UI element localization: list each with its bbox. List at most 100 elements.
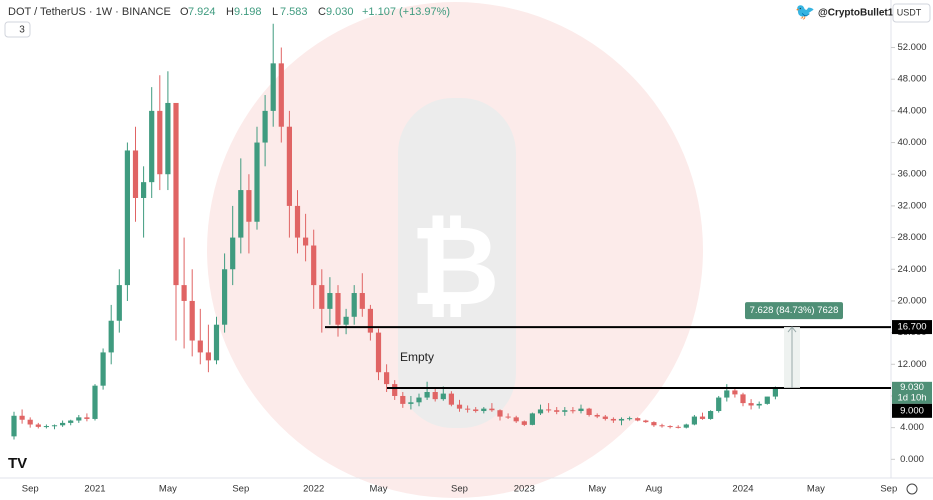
handle: @CryptoBullet1: [818, 8, 894, 19]
candle-body: [408, 402, 414, 404]
candle-body: [51, 425, 58, 427]
candle-body: [521, 421, 527, 425]
candle-body: [610, 418, 616, 421]
y-tick-label: 28.000: [897, 232, 926, 243]
candle-body: [691, 416, 697, 425]
candle-body: [756, 403, 762, 406]
candle-body: [19, 415, 25, 420]
candle-body: [294, 205, 301, 238]
candle-body: [578, 408, 584, 412]
candle-body: [465, 408, 471, 410]
candle-body: [570, 410, 576, 412]
y-tick-label: 12.000: [897, 359, 926, 370]
candle-body: [740, 394, 746, 404]
candle-body: [513, 417, 519, 422]
candle-body: [343, 316, 349, 325]
x-tick-label: May: [159, 484, 177, 495]
tv-logo: TV: [8, 455, 27, 472]
candle-body: [359, 293, 365, 309]
x-tick-label: 2022: [303, 484, 324, 495]
x-tick-label: 2021: [84, 484, 105, 495]
y-tick-label: 52.000: [897, 42, 926, 53]
candle-body: [11, 415, 17, 437]
y-tick-label: 20.000: [897, 295, 926, 306]
level-price-label: 16.700: [897, 322, 926, 333]
candle-body: [319, 285, 325, 309]
level-price-label: 9.000: [900, 405, 924, 416]
x-tick-label: May: [588, 484, 606, 495]
candle-body: [124, 150, 130, 286]
candle-body: [43, 426, 49, 428]
x-tick-label: Sep: [451, 484, 468, 495]
candle-body: [149, 110, 155, 183]
x-tick-label: May: [370, 484, 388, 495]
change: +1.107 (+13.97%): [362, 6, 450, 18]
y-tick-label: 44.000: [897, 105, 926, 116]
candle-body: [627, 418, 633, 420]
watermark-icon: ₿: [410, 205, 500, 328]
measure-box: [745, 302, 843, 320]
candle-body: [481, 408, 487, 412]
ohlc-value: 7.583: [280, 6, 308, 18]
candle-body: [562, 410, 568, 412]
candle-body: [286, 126, 292, 206]
candle-body: [367, 308, 373, 333]
candle-body: [197, 340, 203, 353]
level-price-box: [892, 320, 932, 335]
candle-body: [238, 190, 244, 238]
candle-body: [489, 408, 495, 411]
candle-body: [675, 426, 681, 428]
level-price-box: [892, 403, 932, 418]
candle-body: [254, 142, 260, 222]
ohlc-value: 9.198: [234, 6, 262, 18]
y-tick-label: 40.000: [897, 137, 926, 148]
candle-body: [586, 408, 592, 415]
candle-body: [375, 332, 382, 373]
ohlc-value: 7.924: [188, 6, 216, 18]
candle-body: [173, 102, 179, 286]
x-tick-label: 2023: [514, 484, 535, 495]
candle-body: [699, 416, 706, 419]
ohlc-key: O: [180, 6, 189, 18]
candle-body: [537, 409, 544, 414]
candle-body: [716, 397, 722, 412]
candle-body: [262, 110, 268, 143]
candle-body: [456, 404, 463, 409]
candle-body: [84, 417, 90, 419]
candle-body: [108, 320, 114, 353]
candle-body: [351, 293, 357, 317]
candle-body: [546, 409, 552, 411]
indicator-count[interactable]: 3: [19, 25, 25, 36]
y-tick-label: 36.000: [897, 169, 926, 180]
candle-body: [667, 426, 673, 428]
candle-body: [141, 182, 147, 198]
candle-body: [732, 390, 738, 395]
candle-body: [529, 413, 535, 425]
y-tick-label: 0.000: [900, 454, 924, 465]
candle-body: [708, 411, 714, 419]
candle-body: [246, 190, 252, 222]
candle-body: [643, 420, 649, 423]
candle-body: [327, 293, 333, 309]
candle-body: [724, 390, 730, 398]
candle-body: [311, 245, 317, 286]
settings-icon[interactable]: [906, 483, 918, 495]
candle-body: [222, 269, 228, 325]
candle-body: [76, 417, 82, 421]
currency-button[interactable]: [892, 3, 931, 23]
currency[interactable]: USDT: [897, 7, 922, 17]
candle-body: [772, 387, 778, 397]
candle-body: [505, 416, 511, 418]
last-price-box: [892, 381, 932, 404]
candle-body: [392, 384, 398, 396]
candle-body: [35, 424, 41, 427]
candle-body: [189, 300, 195, 341]
x-tick-label: Sep: [22, 484, 39, 495]
indicator-toggle[interactable]: [4, 21, 31, 38]
candle-body: [400, 395, 406, 404]
candle-body: [602, 416, 608, 419]
candle-body: [181, 285, 187, 301]
y-tick-label: 48.000: [897, 74, 926, 85]
x-tick-label: 2024: [732, 484, 753, 495]
